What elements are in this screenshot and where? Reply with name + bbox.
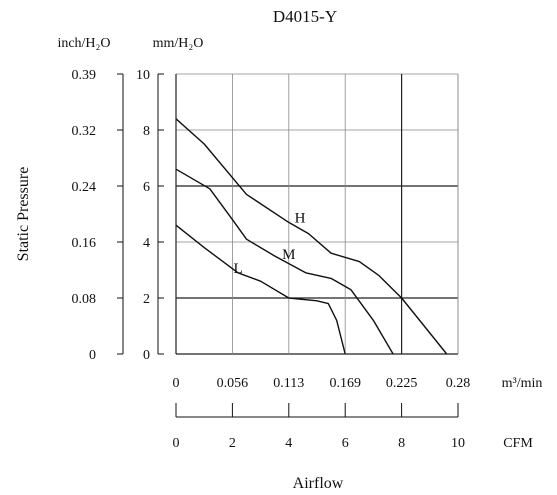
left-axis-tick-label: 0 [89, 348, 96, 363]
x-axis-cfm-tick-label: 0 [173, 436, 180, 451]
plot-grid [175, 73, 459, 355]
x-axis-cfm-tick-label: 10 [451, 436, 465, 451]
series-line-h [175, 118, 448, 355]
primary-axis-tick-label: 0 [143, 348, 150, 363]
x-axis-cfm-tick-label: 8 [398, 436, 405, 451]
x-axis-m3min-tick-label: 0.113 [273, 376, 304, 391]
primary-axis-tick-label: 10 [136, 68, 150, 83]
series-group [175, 118, 448, 355]
primary-axis-tick-label: 8 [143, 124, 150, 139]
series-label-m: M [282, 247, 295, 263]
x-axis-cfm-tick-label: 2 [229, 436, 236, 451]
primary-axis-tick-label: 2 [143, 292, 150, 307]
left-axis-tick-label: 0.08 [72, 292, 97, 307]
primary-axis-unit: mm/H₂O [153, 36, 204, 51]
x-axis-m3min: 0 0.056 0.113 0.169 0.225 0.28 [173, 376, 471, 391]
left-axis-tick-label: 0.39 [72, 68, 97, 83]
series-line-l [175, 224, 346, 355]
primary-axis: 10 8 6 4 2 0 [136, 68, 164, 363]
x-axis-m3min-tick-label: 0.28 [446, 376, 471, 391]
x-axis-m3min-unit: m³/min [502, 376, 543, 391]
primary-axis-tick-label: 4 [143, 236, 150, 251]
x-axis-m3min-tick-label: 0 [173, 376, 180, 391]
series-label-l: L [233, 261, 242, 277]
x-axis-cfm-tick-label: 6 [342, 436, 349, 451]
x-axis-label: Airflow [293, 475, 344, 492]
series-label-h: H [295, 210, 306, 226]
y-axis-label: Static Pressure [15, 167, 32, 262]
x-axis-m3min-tick-label: 0.169 [329, 376, 361, 391]
primary-axis-tick-label: 6 [143, 180, 150, 195]
series-labels: H M L [233, 210, 305, 276]
series-line-m [175, 168, 394, 355]
left-axis-tick-label: 0.24 [72, 180, 97, 195]
x-axis-m3min-tick-label: 0.225 [386, 376, 418, 391]
x-axis-m3min-tick-label: 0.056 [217, 376, 249, 391]
x-axis-cfm: 0 2 4 6 8 10 [173, 403, 465, 451]
left-axis-tick-label: 0.32 [72, 124, 97, 139]
x-axis-cfm-unit: CFM [503, 436, 533, 451]
x-axis-cfm-tick-label: 4 [285, 436, 292, 451]
chart-title: D4015-Y [273, 7, 337, 26]
left-axis-unit: inch/H₂O [57, 36, 110, 51]
left-axis: 0.39 0.32 0.24 0.16 0.08 0 [72, 68, 124, 363]
left-axis-tick-label: 0.16 [72, 236, 97, 251]
